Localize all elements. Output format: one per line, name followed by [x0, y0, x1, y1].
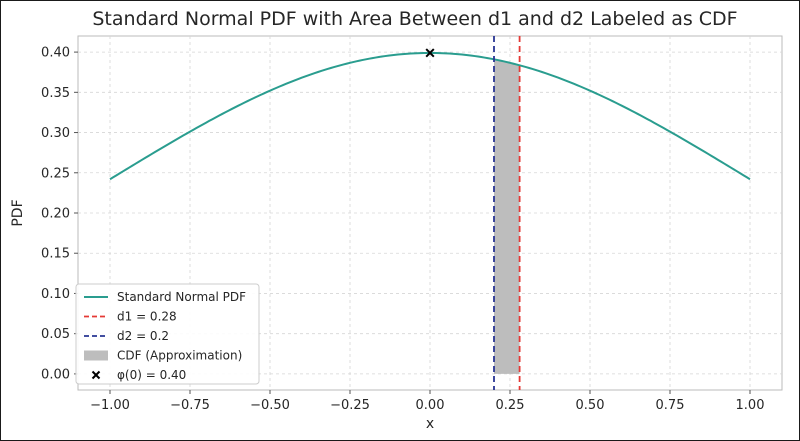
y-axis-ticks: 0.00 0.05 0.10 0.15 0.20 0.25 0.30 0.35 0.40: [41, 46, 78, 382]
legend-entries: Standard Normal PDF d1 = 0.28 d2 = 0.2 CDF …: [84, 290, 246, 382]
x-tick-label: 0.75: [656, 398, 685, 413]
x-tick-label: −1.00: [90, 398, 130, 413]
legend-entry-d1: d1 = 0.28: [84, 310, 177, 324]
x-tick-label: −0.25: [330, 398, 370, 413]
y-tick-label: 0.00: [41, 367, 70, 382]
x-tick-label: 1.00: [736, 398, 765, 413]
marker-layer: [425, 48, 435, 58]
y-tick-label: 0.30: [41, 126, 70, 141]
legend-entry-cdf: CDF (Approximation): [84, 349, 242, 363]
legend-entry-phi0: φ(0) = 0.40: [91, 368, 186, 382]
vline-layer: [493, 36, 521, 390]
cdf-area-layer: [494, 59, 520, 374]
x-tick-label: 0.00: [416, 398, 445, 413]
chart-title: Standard Normal PDF with Area Between d1…: [92, 8, 737, 30]
phi0-marker: [425, 48, 435, 58]
legend-box: [75, 283, 260, 385]
legend: Standard Normal PDF d1 = 0.28 d2 = 0.2 CDF …: [75, 283, 260, 385]
legend-label: d1 = 0.28: [117, 310, 177, 324]
x-tick-label: −0.75: [170, 398, 210, 413]
x-axis-label: x: [426, 416, 434, 432]
cdf-shaded-area: [494, 59, 520, 374]
legend-entry-d2: d2 = 0.2: [84, 329, 169, 343]
y-tick-label: 0.40: [41, 46, 70, 61]
legend-label: d2 = 0.2: [117, 329, 169, 343]
x-axis-ticks: −1.00 −0.75 −0.50 −0.25 0.00 0.25 0.50 0.75 1.00: [90, 390, 764, 413]
y-tick-label: 0.35: [41, 86, 70, 101]
y-axis-label: PDF: [10, 199, 26, 226]
x-tick-label: 0.25: [496, 398, 525, 413]
legend-entry-pdf: Standard Normal PDF: [84, 290, 246, 304]
y-tick-label: 0.05: [41, 327, 70, 342]
legend-swatch-patch: [84, 350, 108, 361]
x-tick-label: 0.50: [576, 398, 605, 413]
y-tick-label: 0.20: [41, 207, 70, 222]
legend-swatch-marker: [91, 370, 101, 380]
y-tick-label: 0.15: [41, 247, 70, 262]
legend-label: CDF (Approximation): [117, 349, 242, 363]
y-tick-label: 0.25: [41, 166, 70, 181]
y-tick-label: 0.10: [41, 287, 70, 302]
x-tick-label: −0.50: [250, 398, 290, 413]
legend-label: φ(0) = 0.40: [117, 368, 186, 382]
legend-label: Standard Normal PDF: [117, 290, 246, 304]
